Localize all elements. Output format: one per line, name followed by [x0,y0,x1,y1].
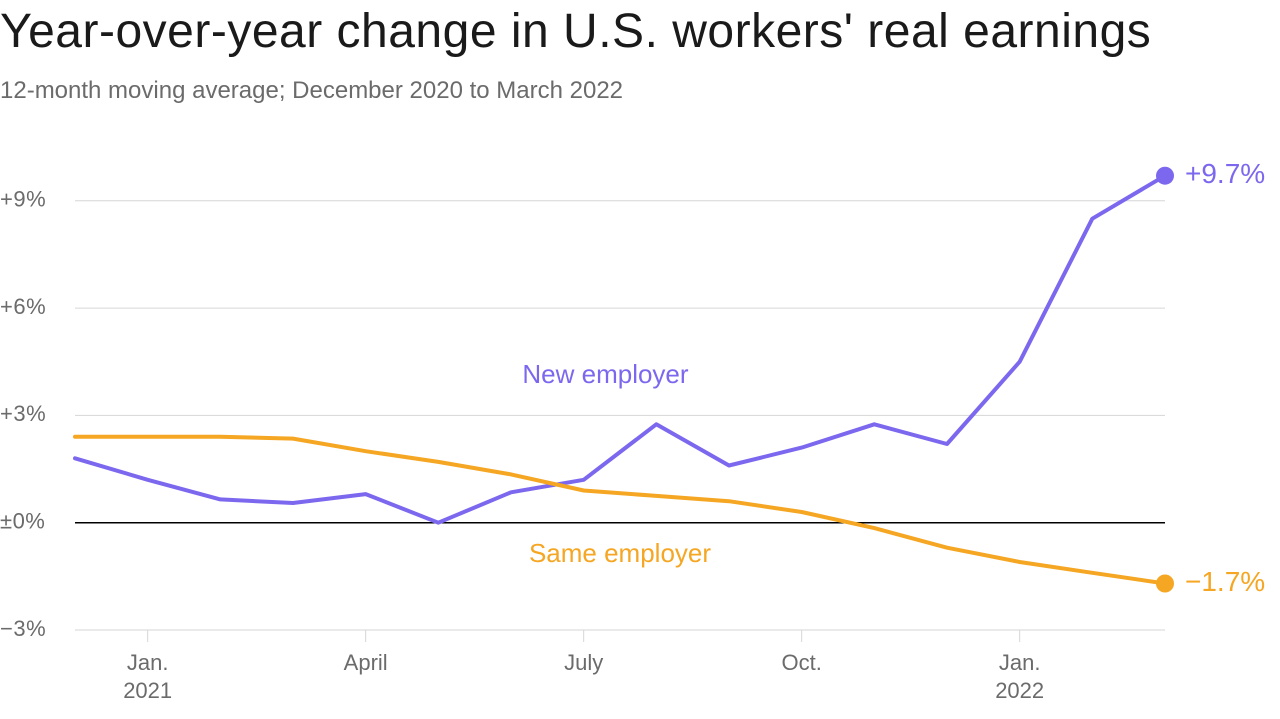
y-axis-label: +6% [0,294,46,319]
chart-svg: −3% ±0% +3% +6% +9% Jan. 2021 April July Oct. Jan.… [0,140,1280,710]
x-axis-label: April [344,650,388,675]
y-axis-label: −3% [0,616,46,641]
end-value-label: +9.7% [1185,158,1265,189]
series-label: Same employer [529,538,711,568]
x-axis-label: Oct. [781,650,821,675]
x-axis-year: 2021 [123,678,172,703]
line-chart: −3% ±0% +3% +6% +9% Jan. 2021 April July Oct. Jan.… [0,140,1280,710]
y-axis-label: ±0% [0,509,45,534]
end-marker [1156,575,1174,593]
x-axis-label: Jan. [999,650,1041,675]
end-value-label: −1.7% [1185,566,1265,597]
y-axis-label: +3% [0,401,46,426]
series-line [75,176,1165,523]
x-axis-year: 2022 [995,678,1044,703]
end-marker [1156,167,1174,185]
x-axis-label: July [564,650,603,675]
series-label: New employer [522,359,689,389]
chart-subtitle: 12-month moving average; December 2020 t… [0,77,1280,105]
x-axis-label: Jan. [127,650,169,675]
y-axis-label: +9% [0,187,46,212]
chart-title: Year-over-year change in U.S. workers' r… [0,4,1280,59]
